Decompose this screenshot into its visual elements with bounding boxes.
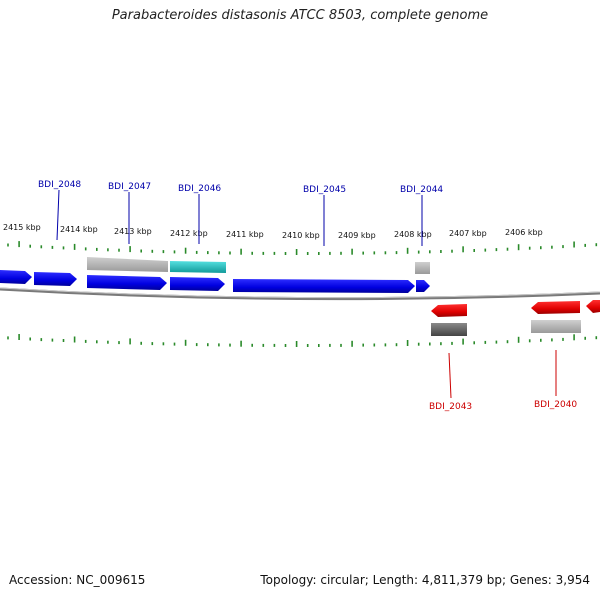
forward-cds-arrow	[233, 279, 415, 293]
gene-label-bdi-2048[interactable]: BDI_2048	[38, 180, 81, 190]
kbp-labels: 2415 kbp 2414 kbp 2413 kbp 2412 kbp 2411…	[3, 223, 543, 240]
gene-label-bdi-2044[interactable]: BDI_2044	[400, 185, 443, 195]
gray-feature-block	[87, 257, 168, 272]
reverse-cds-arrow	[431, 304, 467, 317]
kbp-label: 2411 kbp	[226, 230, 264, 239]
forward-gene-labels: BDI_2048 BDI_2047 BDI_2046 BDI_2045 BDI_…	[38, 180, 443, 246]
gene-label-bdi-2045[interactable]: BDI_2045	[303, 185, 346, 195]
kbp-label: 2406 kbp	[505, 228, 543, 237]
forward-cds-arrow	[416, 280, 430, 292]
gene-label-bdi-2046[interactable]: BDI_2046	[178, 184, 221, 194]
kbp-label: 2414 kbp	[60, 225, 98, 234]
reverse-cds-arrow	[586, 300, 600, 313]
leader-line	[448, 352, 452, 399]
upper-feature-track	[87, 257, 430, 274]
upper-scale-ticks	[7, 241, 598, 255]
gene-label-bdi-2047[interactable]: BDI_2047	[108, 182, 151, 192]
genome-backbone-highlight	[0, 287, 600, 299]
kbp-label: 2413 kbp	[114, 227, 152, 236]
kbp-label: 2412 kbp	[170, 229, 208, 238]
genome-summary-text: Topology: circular; Length: 4,811,379 bp…	[260, 573, 590, 587]
genome-title: Parabacteroides distasonis ATCC 8503, co…	[111, 8, 489, 23]
forward-cds-arrow	[34, 272, 77, 286]
kbp-label: 2410 kbp	[282, 231, 320, 240]
forward-cds-arrow	[87, 275, 167, 290]
gene-label-bdi-2043[interactable]: BDI_2043	[429, 402, 472, 412]
gene-label-bdi-2040[interactable]: BDI_2040	[534, 400, 577, 410]
cyan-feature-block	[170, 261, 226, 273]
reverse-cds-arrow	[531, 301, 580, 314]
reverse-gene-labels: BDI_2043 BDI_2040	[429, 350, 577, 412]
gray-feature-block	[415, 262, 430, 274]
accession-text: Accession: NC_009615	[9, 573, 146, 587]
dark-feature-block	[431, 323, 467, 336]
kbp-label: 2409 kbp	[338, 231, 376, 240]
kbp-label: 2408 kbp	[394, 230, 432, 239]
kbp-label: 2407 kbp	[449, 229, 487, 238]
forward-cds-track[interactable]	[0, 270, 430, 293]
reverse-cds-track[interactable]	[431, 300, 600, 317]
lower-scale-ticks	[7, 334, 598, 347]
genome-backbone	[0, 287, 600, 301]
forward-cds-arrow	[170, 277, 225, 291]
forward-cds-arrow	[0, 270, 32, 284]
kbp-label: 2415 kbp	[3, 223, 41, 232]
lower-feature-track	[431, 320, 581, 336]
leader-line	[56, 189, 60, 241]
gray-feature-block	[531, 320, 581, 333]
